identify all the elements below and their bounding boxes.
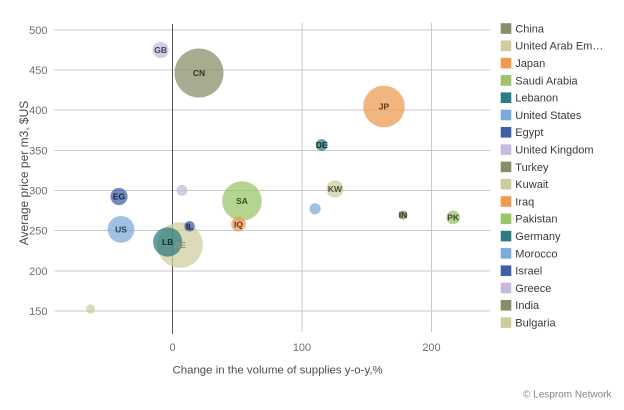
svg-text:Pakistan: Pakistan xyxy=(515,214,557,226)
svg-text:Saudi Arabia: Saudi Arabia xyxy=(515,75,578,87)
svg-text:200: 200 xyxy=(29,266,47,278)
svg-text:Israel: Israel xyxy=(515,266,542,278)
svg-text:JP: JP xyxy=(379,102,390,112)
svg-text:GB: GB xyxy=(154,45,167,55)
svg-text:Kuwait: Kuwait xyxy=(515,179,548,191)
svg-text:© Lesprom Network: © Lesprom Network xyxy=(523,389,613,400)
svg-text:PK: PK xyxy=(447,213,460,223)
svg-text:US: US xyxy=(115,225,127,235)
svg-text:Greece: Greece xyxy=(515,283,551,295)
svg-text:Japan: Japan xyxy=(515,58,545,70)
svg-text:450: 450 xyxy=(29,65,47,77)
svg-text:Bulgaria: Bulgaria xyxy=(515,318,556,330)
svg-text:China: China xyxy=(515,23,545,35)
svg-text:CN: CN xyxy=(193,68,205,78)
svg-text:300: 300 xyxy=(29,185,47,197)
svg-text:150: 150 xyxy=(29,306,47,318)
svg-text:500: 500 xyxy=(29,25,47,37)
svg-text:India: India xyxy=(515,300,540,312)
svg-text:SA: SA xyxy=(236,196,248,206)
svg-text:Iraq: Iraq xyxy=(515,196,534,208)
svg-text:Lebanon: Lebanon xyxy=(515,93,558,105)
svg-text:350: 350 xyxy=(29,145,47,157)
svg-text:100: 100 xyxy=(293,342,311,354)
svg-text:Turkey: Turkey xyxy=(515,162,549,174)
svg-text:200: 200 xyxy=(422,342,440,354)
svg-text:United Arab Em…: United Arab Em… xyxy=(515,41,603,53)
svg-text:IL: IL xyxy=(186,221,194,231)
svg-text:EG: EG xyxy=(113,192,126,202)
svg-text:DE: DE xyxy=(316,140,328,150)
svg-text:0: 0 xyxy=(169,342,175,354)
svg-text:Average price per m3, $US: Average price per m3, $US xyxy=(17,101,31,246)
svg-text:Morocco: Morocco xyxy=(515,248,557,260)
svg-text:United States: United States xyxy=(515,110,582,122)
svg-text:Germany: Germany xyxy=(515,231,561,243)
svg-text:AE: AE xyxy=(174,240,186,250)
svg-text:LB: LB xyxy=(162,237,173,247)
svg-text:400: 400 xyxy=(29,105,47,117)
svg-text:United Kingdom: United Kingdom xyxy=(515,145,593,157)
svg-text:250: 250 xyxy=(29,225,47,237)
svg-text:Change in the volume of suppli: Change in the volume of supplies y-o-y,% xyxy=(172,365,382,377)
svg-text:KW: KW xyxy=(328,184,343,194)
svg-text:IQ: IQ xyxy=(234,219,243,229)
svg-text:IN: IN xyxy=(399,210,408,220)
svg-text:Egypt: Egypt xyxy=(515,127,543,139)
